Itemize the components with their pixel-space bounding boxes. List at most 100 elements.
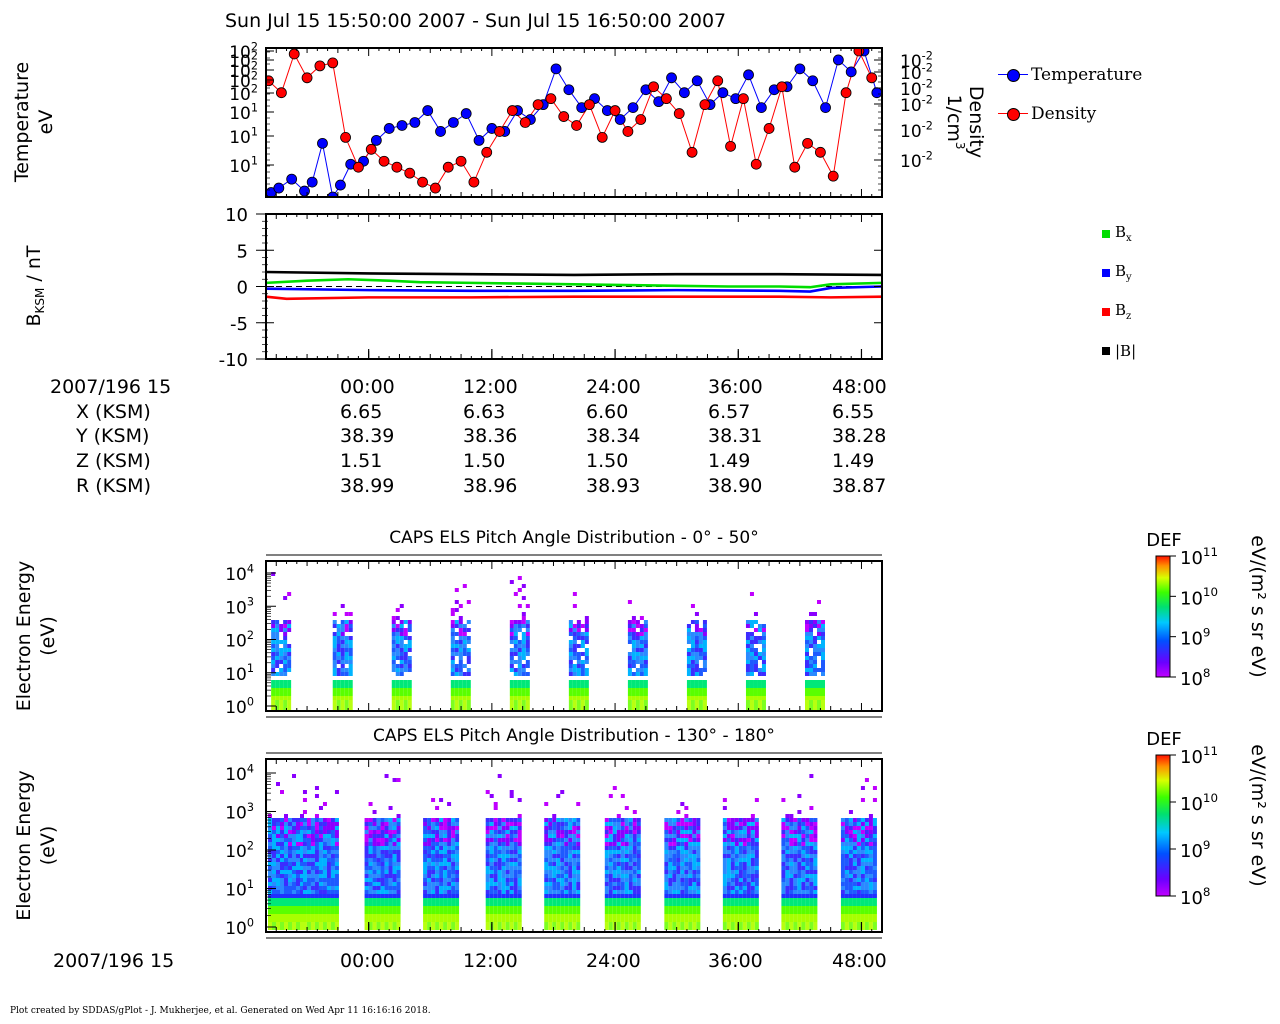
heatmap-cell xyxy=(455,918,460,922)
heatmap-cell xyxy=(284,894,288,898)
heatmap-cell xyxy=(809,628,813,632)
heatmap-cell xyxy=(292,902,296,906)
heatmap-cell xyxy=(664,846,669,850)
heatmap-cell xyxy=(396,898,401,902)
heatmap-cell xyxy=(439,830,444,834)
heatmap-cell xyxy=(348,672,353,676)
heatmap-cell xyxy=(314,878,319,882)
heatmap-cell xyxy=(485,926,490,930)
heatmap-cell xyxy=(624,818,629,822)
heatmap-cell xyxy=(698,636,703,640)
heatmap-cell xyxy=(427,842,432,846)
heatmap-cell xyxy=(466,692,471,696)
heatmap-cell xyxy=(793,818,798,822)
heatmap-cell xyxy=(544,830,549,834)
heatmap-cell xyxy=(443,914,448,918)
heatmap-cell xyxy=(509,684,514,688)
heatmap-cell xyxy=(639,644,644,648)
heatmap-cell xyxy=(493,838,498,842)
heatmap-cell xyxy=(738,822,743,826)
heatmap-cell xyxy=(624,894,629,898)
heatmap-cell xyxy=(427,878,432,882)
heatmap-cell xyxy=(521,624,526,628)
heatmap-cell xyxy=(326,834,331,838)
heatmap-cell xyxy=(279,656,284,660)
heatmap-cell xyxy=(793,882,798,886)
heatmap-cell xyxy=(548,910,553,914)
heatmap-cell xyxy=(334,890,339,894)
heatmap-cell xyxy=(302,838,307,842)
heatmap-cell xyxy=(435,854,440,858)
heatmap-cell xyxy=(761,680,766,684)
heatmap-cell xyxy=(447,874,452,878)
heatmap-cell xyxy=(860,858,865,862)
heatmap-cell xyxy=(505,862,510,866)
heatmap-cell xyxy=(632,842,637,846)
heatmap-cell xyxy=(688,914,693,918)
heatmap-cell xyxy=(745,700,750,704)
heatmap-cell xyxy=(813,910,818,914)
heatmap-cell xyxy=(272,910,276,914)
heatmap-cell xyxy=(690,680,695,684)
heatmap-cell xyxy=(443,894,448,898)
heatmap-cell xyxy=(627,640,632,644)
heatmap-cell xyxy=(805,644,809,648)
heatmap-cell xyxy=(435,922,440,926)
heatmap-cell xyxy=(380,830,385,834)
heatmap-cell xyxy=(580,688,585,692)
heatmap-cell xyxy=(509,790,514,794)
heatmap-cell xyxy=(485,834,490,838)
heatmap-cell xyxy=(821,680,825,684)
heatmap-cell xyxy=(302,922,307,926)
heatmap-cell xyxy=(781,874,786,878)
heatmap-cell xyxy=(781,922,786,926)
heatmap-cell xyxy=(439,846,444,850)
heatmap-cell xyxy=(348,696,353,700)
heatmap-cell xyxy=(868,818,873,822)
heatmap-cell xyxy=(690,620,695,624)
heatmap-cell xyxy=(314,850,319,854)
heatmap-cell xyxy=(466,652,471,656)
heatmap-cell xyxy=(513,834,518,838)
heatmap-cell xyxy=(548,926,553,930)
heatmap-cell xyxy=(639,672,644,676)
heatmap-cell xyxy=(848,842,853,846)
heatmap-cell xyxy=(813,692,817,696)
heatmap-cell xyxy=(840,854,845,858)
heatmap-cell xyxy=(604,854,609,858)
heatmap-cell xyxy=(692,842,697,846)
ephemeris-value: 38.93 xyxy=(586,475,641,497)
heatmap-cell xyxy=(680,894,685,898)
heatmap-cell xyxy=(696,910,701,914)
heatmap-cell xyxy=(672,918,677,922)
heatmap-cell xyxy=(517,664,522,668)
heatmap-cell xyxy=(664,822,669,826)
heatmap-cell xyxy=(564,922,569,926)
heatmap-cell xyxy=(466,636,471,640)
heatmap-cell xyxy=(616,890,621,894)
heatmap-cell xyxy=(525,692,530,696)
heatmap-cell xyxy=(380,858,385,862)
heatmap-cell xyxy=(749,664,754,668)
heatmap-cell xyxy=(399,700,404,704)
heatmap-cell xyxy=(458,636,463,640)
heatmap-cell xyxy=(872,906,877,910)
heatmap-cell xyxy=(340,660,345,664)
heatmap-cell xyxy=(372,926,377,930)
heatmap-cell xyxy=(454,624,459,628)
heatmap-cell xyxy=(809,668,813,672)
heatmap-cell xyxy=(431,890,436,894)
heatmap-cell xyxy=(580,692,585,696)
heatmap-cell xyxy=(330,822,335,826)
heatmap-cell xyxy=(334,870,339,874)
heatmap-cell xyxy=(860,846,865,850)
heatmap-cell xyxy=(287,684,292,688)
heatmap-cell xyxy=(734,818,739,822)
heatmap-cell xyxy=(336,660,341,664)
heatmap-cell xyxy=(568,822,573,826)
heatmap-cell xyxy=(287,652,292,656)
heatmap-cell xyxy=(584,656,589,660)
heatmap-cell xyxy=(556,922,561,926)
heatmap-cell xyxy=(688,834,693,838)
heatmap-cell xyxy=(280,926,284,930)
